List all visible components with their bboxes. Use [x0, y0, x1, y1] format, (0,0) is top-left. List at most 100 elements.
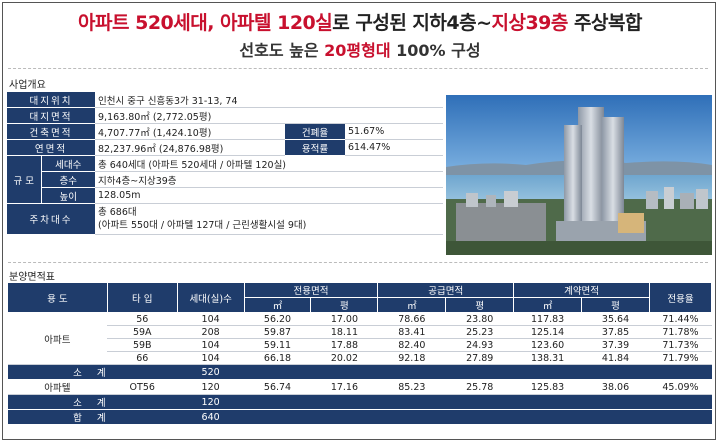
- row-value: 51.67%: [345, 123, 443, 140]
- subheadline-text-end: 100% 구성: [390, 41, 481, 60]
- divider: [8, 68, 708, 69]
- area-table-section-title: 분양면적표: [9, 272, 55, 283]
- supply-sqm-cell: 82.40: [377, 338, 446, 352]
- subtotal-value: 120: [177, 394, 245, 410]
- overview-row: 대지위치 인천시 중구 신흥동3가 31-13, 74: [7, 92, 443, 108]
- type-cell: 56: [107, 312, 178, 326]
- page-frame: [2, 2, 716, 440]
- ratio-cell: 71.78%: [649, 325, 712, 339]
- subtotal-row: 소 계 520: [7, 364, 712, 380]
- row-value: 614.47%: [345, 139, 443, 156]
- building-rendering-svg: [446, 95, 712, 255]
- row-label: 연면적: [7, 139, 95, 156]
- subtotal-value: 520: [177, 364, 245, 380]
- overview-row: 높이 128.05m: [7, 187, 443, 204]
- contract-sqm-cell: 123.60: [513, 338, 582, 352]
- subheadline-text: 선호도 높은: [239, 41, 325, 60]
- col-header-supply: 공급면적: [377, 282, 515, 298]
- overview-row: 연면적 82,237.96㎡ (24,876.98평) 용적률 614.47%: [7, 139, 443, 156]
- contract-sqm-cell: 125.83: [513, 379, 582, 395]
- col-header-exclusive: 전용면적: [243, 282, 379, 298]
- contract-sqm-cell: 117.83: [513, 312, 582, 326]
- headline-highlight-floors: 지상39층: [491, 12, 569, 34]
- ratio-cell: 71.79%: [649, 351, 712, 365]
- exclusive-pyeong-cell: 20.02: [310, 351, 378, 365]
- headline-line-2: 선호도 높은 20평형대 100% 구성: [0, 37, 720, 61]
- headline-text-end: 주상복합: [567, 12, 642, 34]
- total-label: 합 계: [7, 409, 178, 425]
- overview-row: 건축면적 4,707.77㎡ (1,424.10평) 건폐율 51.67%: [7, 123, 443, 140]
- supply-sqm-cell: 78.66: [377, 312, 446, 326]
- type-cell: 59B: [107, 338, 178, 352]
- subtotal-label: 소 계: [7, 364, 178, 380]
- row-label: 세대수: [40, 155, 95, 172]
- table-header-row: 용 도 타 입 세대(실)수 전용면적 공급면적 계약면적 전용율: [7, 282, 713, 313]
- parking-total: 총 686대: [98, 207, 137, 218]
- type-cell: OT56: [107, 379, 178, 395]
- subtotal-row: 소 계 120: [7, 394, 712, 410]
- row-value: 128.05m: [95, 187, 443, 204]
- contract-pyeong-cell: 38.06: [581, 379, 650, 395]
- parking-breakdown: (아파트 550대 / 아파텔 127대 / 근린생활시설 9대): [98, 220, 307, 231]
- table-subheader-row: ㎡ 평 ㎡ 평 ㎡ 평: [8, 297, 712, 313]
- overview-section-title: 사업개요: [9, 80, 46, 91]
- row-value: 총 686대 (아파트 550대 / 아파텔 127대 / 근린생활시설 9대): [95, 203, 443, 235]
- row-value: 82,237.96㎡ (24,876.98평): [95, 139, 285, 156]
- unit-pyeong: 평: [310, 297, 379, 313]
- unit-sqm: ㎡: [243, 297, 312, 313]
- unit-sqm: ㎡: [377, 297, 447, 313]
- overview-row: 대지면적 9,163.80㎡ (2,772.05평): [7, 107, 443, 124]
- supply-sqm-cell: 83.41: [377, 325, 446, 339]
- units-cell: 104: [177, 312, 245, 326]
- overview-row: 주차대수 총 686대 (아파트 550대 / 아파텔 127대 / 근린생활시설…: [7, 203, 443, 235]
- headline-line-1: 아파트 520세대, 아파텔 120실로 구성된 지하4층~지상39층 주상복합: [0, 8, 720, 35]
- use-cell-officetel: 아파텔: [7, 379, 108, 395]
- supply-pyeong-cell: 23.80: [445, 312, 514, 326]
- table-row: 59B 104 59.11 17.88 82.40 24.93 123.60 3…: [8, 338, 712, 352]
- exclusive-pyeong-cell: 17.00: [310, 312, 378, 326]
- scale-label: 규 모: [7, 155, 41, 204]
- type-cell: 59A: [107, 325, 178, 339]
- row-value: 총 640세대 (아파트 520세대 / 아파텔 120실): [95, 155, 443, 172]
- use-cell-apartment: 아파트: [7, 312, 108, 365]
- supply-sqm-cell: 85.23: [377, 379, 446, 395]
- col-header-type: 타 입: [106, 282, 178, 313]
- headline-highlight-units: 아파트 520세대, 아파텔 120실: [78, 12, 333, 34]
- table-row: 아파텔 OT56 120 56.74 17.16 85.23 25.78 125…: [7, 379, 712, 395]
- exclusive-pyeong-cell: 17.16: [310, 379, 378, 395]
- subtotal-fill: [244, 364, 712, 380]
- unit-sqm: ㎡: [513, 297, 583, 313]
- contract-pyeong-cell: 41.84: [581, 351, 650, 365]
- row-value: 4,707.77㎡ (1,424.10평): [95, 123, 285, 140]
- unit-pyeong: 평: [445, 297, 515, 313]
- row-label: 높이: [40, 187, 95, 204]
- row-label: 대지위치: [7, 92, 95, 108]
- units-cell: 120: [177, 379, 245, 395]
- supply-pyeong-cell: 24.93: [445, 338, 514, 352]
- overview-row: 층수 지하4층~지상39층: [7, 171, 443, 188]
- total-row: 합 계 640: [7, 409, 712, 425]
- col-header-units: 세대(실)수: [176, 282, 245, 313]
- building-rendering-image: [446, 95, 712, 255]
- row-value: 인천시 중구 신흥동3가 31-13, 74: [95, 92, 443, 108]
- row-label: 건폐율: [285, 123, 345, 140]
- exclusive-pyeong-cell: 18.11: [310, 325, 378, 339]
- exclusive-sqm-cell: 59.11: [244, 338, 311, 352]
- supply-pyeong-cell: 27.89: [445, 351, 514, 365]
- row-label: 용적률: [285, 139, 345, 156]
- contract-pyeong-cell: 37.39: [581, 338, 650, 352]
- supply-sqm-cell: 92.18: [377, 351, 446, 365]
- row-value: 지하4층~지상39층: [95, 171, 443, 188]
- total-fill: [244, 409, 712, 425]
- total-value: 640: [177, 409, 245, 425]
- col-header-contract: 계약면적: [513, 282, 650, 298]
- exclusive-sqm-cell: 56.74: [244, 379, 311, 395]
- row-value: 9,163.80㎡ (2,772.05평): [95, 107, 443, 124]
- exclusive-pyeong-cell: 17.88: [310, 338, 378, 352]
- divider: [8, 262, 708, 263]
- contract-pyeong-cell: 37.85: [581, 325, 650, 339]
- exclusive-sqm-cell: 66.18: [244, 351, 311, 365]
- exclusive-sqm-cell: 56.20: [244, 312, 311, 326]
- table-row: 아파트 56 104 56.20 17.00 78.66 23.80 117.8…: [7, 312, 712, 365]
- subheadline-highlight: 20평형대: [324, 41, 391, 60]
